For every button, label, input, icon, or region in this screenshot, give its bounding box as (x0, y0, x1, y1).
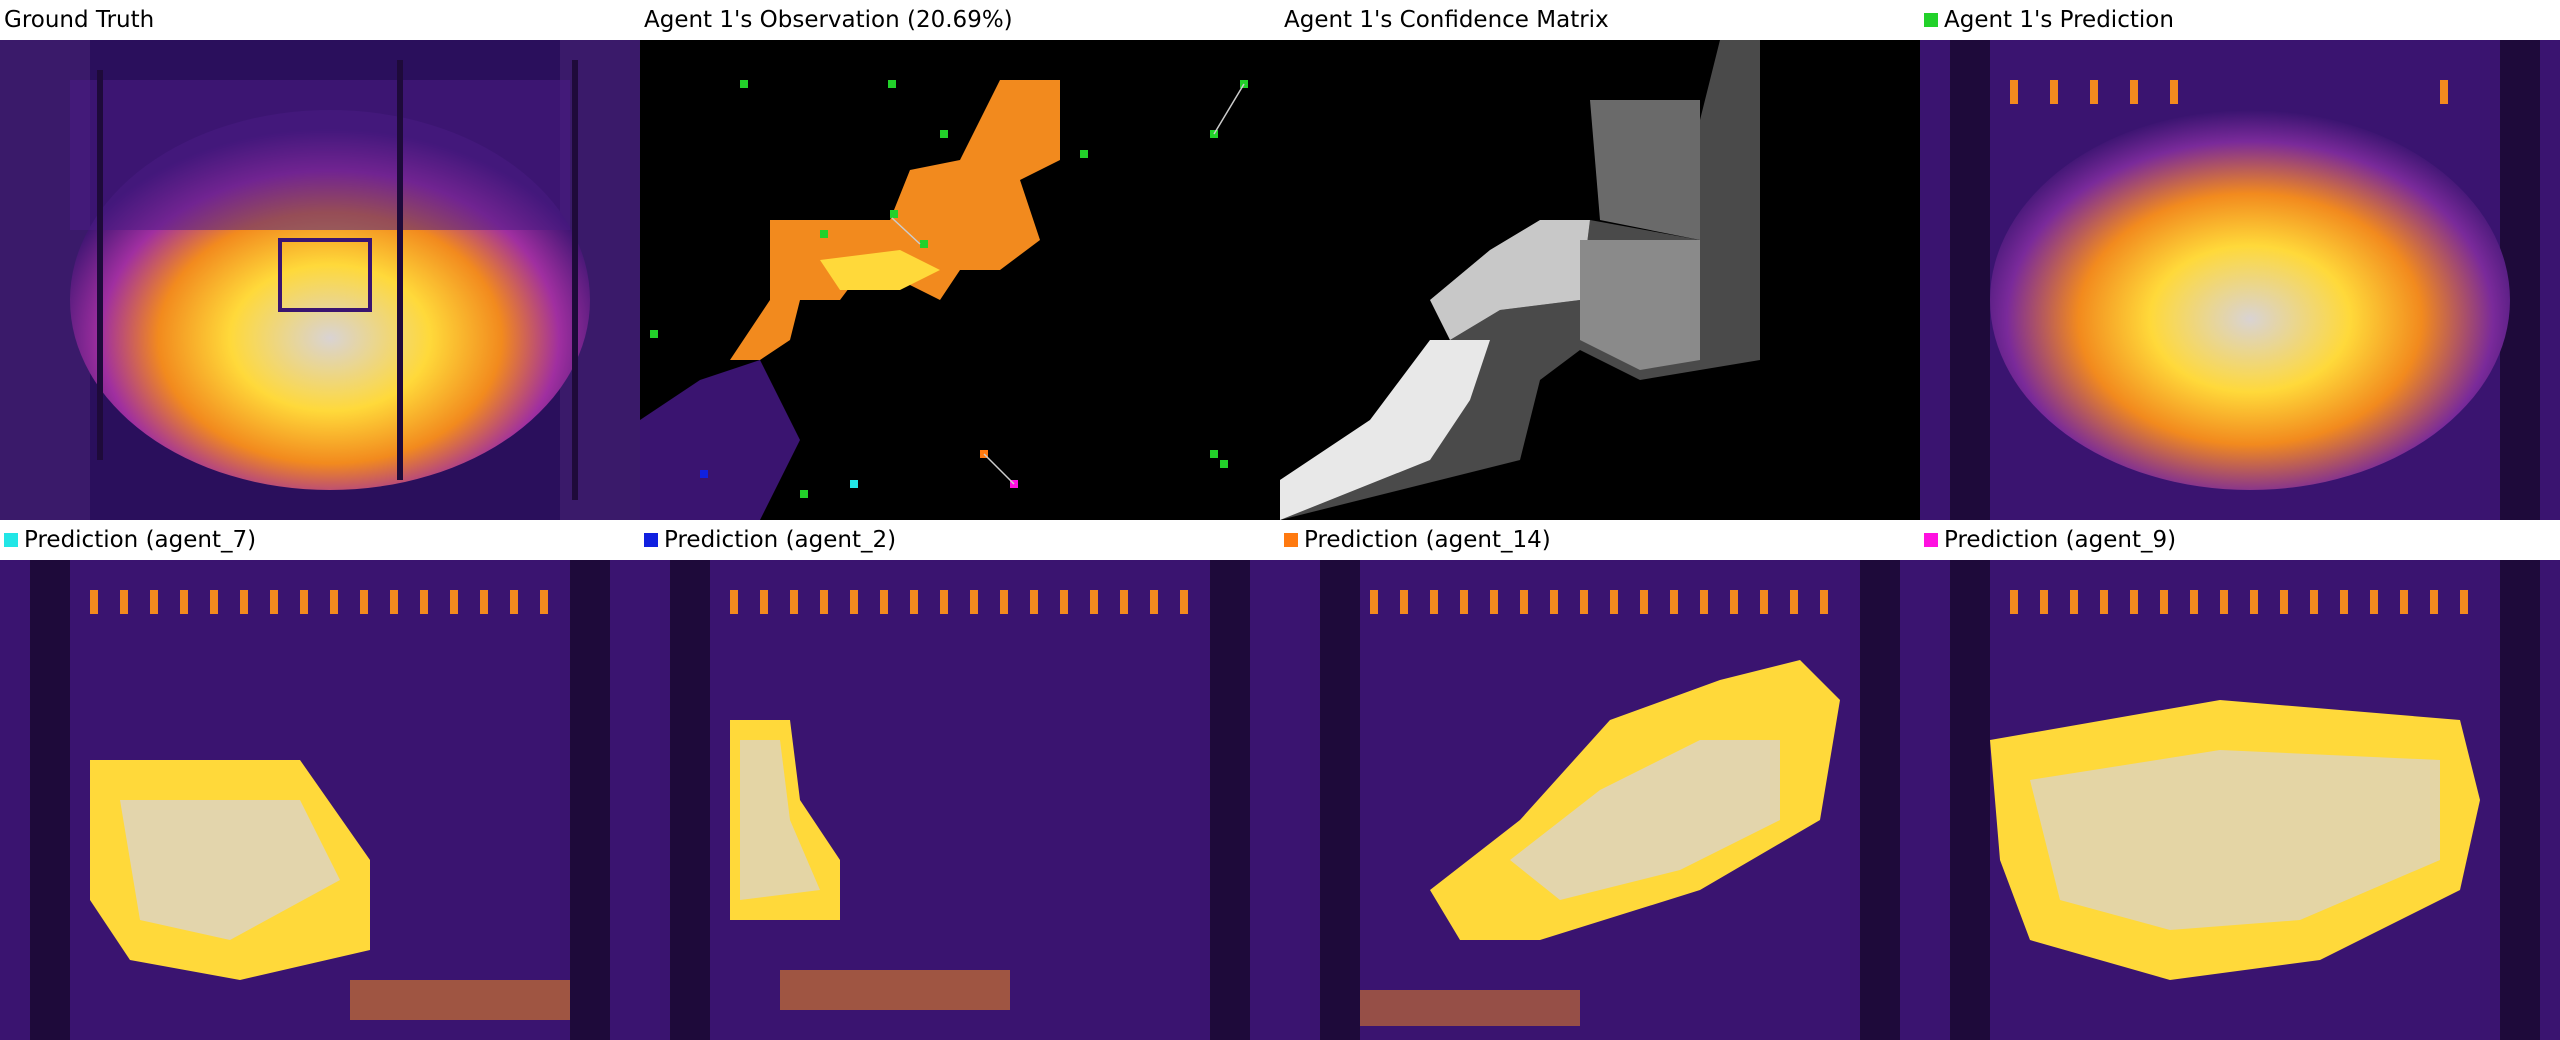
panel-title-bar: Prediction (agent_14) (1280, 520, 1920, 560)
panel-ground-truth: Ground Truth (0, 0, 640, 520)
agent-color-swatch (1924, 13, 1938, 27)
panel-title-bar: Agent 1's Confidence Matrix (1280, 0, 1920, 40)
panel-title: Ground Truth (4, 7, 155, 33)
panel-title: Agent 1's Observation (20.69%) (644, 7, 1013, 33)
panel-title-bar: Ground Truth (0, 0, 640, 40)
confidence-matrix-image (1280, 40, 1920, 520)
panel-title-bar: Prediction (agent_2) (640, 520, 1280, 560)
agent14-prediction-image (1280, 560, 1920, 1040)
panel-title: Prediction (agent_9) (1944, 527, 2177, 553)
agent-color-swatch (1924, 533, 1938, 547)
observation-image (640, 40, 1280, 520)
agent2-prediction-image (640, 560, 1280, 1040)
panel-agent1-confidence: Agent 1's Confidence Matrix (1280, 0, 1920, 520)
ground-truth-image (0, 40, 640, 520)
panel-agent2-prediction: Prediction (agent_2) (640, 520, 1280, 1040)
panel-title-bar: Agent 1's Observation (20.69%) (640, 0, 1280, 40)
agent9-prediction-image (1920, 560, 2560, 1040)
panel-title: Prediction (agent_7) (24, 527, 257, 553)
agent-color-swatch (4, 533, 18, 547)
agent-color-swatch (1284, 533, 1298, 547)
panel-agent9-prediction: Prediction (agent_9) (1920, 520, 2560, 1040)
agent-color-swatch (644, 533, 658, 547)
agent7-prediction-image (0, 560, 640, 1040)
panel-agent1-prediction: Agent 1's Prediction (1920, 0, 2560, 520)
panel-title: Prediction (agent_14) (1304, 527, 1551, 553)
panel-title: Agent 1's Prediction (1944, 7, 2174, 33)
panel-title: Agent 1's Confidence Matrix (1284, 7, 1609, 33)
panel-title-bar: Prediction (agent_7) (0, 520, 640, 560)
panel-title: Prediction (agent_2) (664, 527, 897, 553)
panel-agent7-prediction: Prediction (agent_7) (0, 520, 640, 1040)
agent1-prediction-image (1920, 40, 2560, 520)
panel-title-bar: Prediction (agent_9) (1920, 520, 2560, 560)
panel-agent1-observation: Agent 1's Observation (20.69%) (640, 0, 1280, 520)
panel-agent14-prediction: Prediction (agent_14) (1280, 520, 1920, 1040)
panel-title-bar: Agent 1's Prediction (1920, 0, 2560, 40)
